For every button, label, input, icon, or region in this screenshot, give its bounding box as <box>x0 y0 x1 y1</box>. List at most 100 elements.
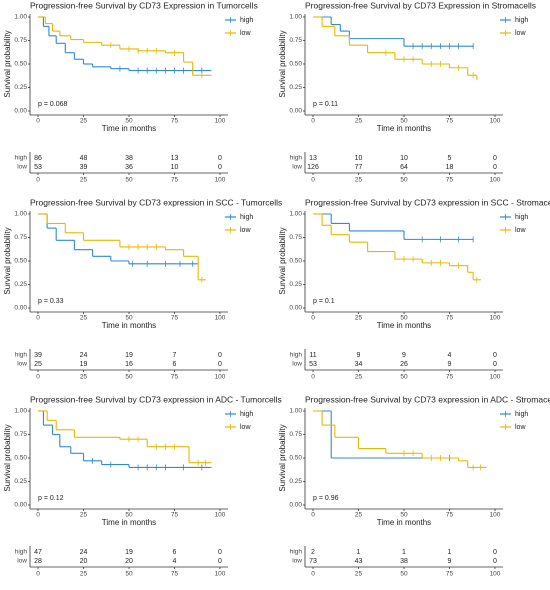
risk-count: 10 <box>171 164 179 171</box>
p-value: p = 0.96 <box>313 495 339 502</box>
risk-row-label: high <box>290 155 303 162</box>
risk-count: 0 <box>493 155 497 162</box>
x-tick-label: 75 <box>171 315 179 322</box>
risk-count: 48 <box>80 155 88 162</box>
risk-row-label: high <box>290 352 303 359</box>
p-value: p = 0.12 <box>38 495 64 502</box>
risk-count: 64 <box>400 164 408 171</box>
x-tick-label: 75 <box>446 118 454 125</box>
x-axis-label: Time in months <box>102 518 156 527</box>
risk-row-label: high <box>290 549 303 556</box>
y-axis-label: Survival probability <box>278 30 287 97</box>
y-tick-label: 0.75 <box>14 234 27 241</box>
x-tick-label: 100 <box>215 118 226 125</box>
risk-x-tick-label: 0 <box>36 177 40 184</box>
risk-x-tick-label: 75 <box>171 571 179 578</box>
x-axis-label: Time in months <box>102 124 156 133</box>
risk-count: 19 <box>125 549 133 556</box>
y-tick-label: 1.00 <box>289 211 302 218</box>
x-tick-label: 50 <box>125 512 133 519</box>
x-tick-label: 25 <box>355 512 363 519</box>
risk-x-tick-label: 75 <box>171 374 179 381</box>
risk-count: 18 <box>446 164 454 171</box>
x-tick-label: 0 <box>311 512 315 519</box>
risk-x-tick-label: 0 <box>311 177 315 184</box>
risk-count: 26 <box>400 361 408 368</box>
x-tick-label: 25 <box>355 315 363 322</box>
y-tick-label: 0.00 <box>289 305 302 312</box>
y-axis-label: Survival probability <box>3 30 12 97</box>
risk-count: 0 <box>493 352 497 359</box>
x-tick-label: 100 <box>215 512 226 519</box>
legend-label: low <box>240 227 251 234</box>
x-tick-label: 25 <box>355 118 363 125</box>
risk-count: 25 <box>34 361 42 368</box>
risk-count: 43 <box>355 558 363 565</box>
x-tick-label: 75 <box>171 118 179 125</box>
risk-count: 10 <box>400 155 408 162</box>
risk-count: 10 <box>355 155 363 162</box>
y-tick-label: 1.00 <box>14 14 27 21</box>
risk-x-tick-label: 50 <box>400 177 408 184</box>
risk-count: 53 <box>34 164 42 171</box>
risk-count: 16 <box>125 361 133 368</box>
y-tick-label: 0.50 <box>14 61 27 68</box>
y-axis-label: Survival probability <box>278 424 287 491</box>
x-tick-label: 0 <box>311 315 315 322</box>
risk-count: 0 <box>493 164 497 171</box>
x-tick-label: 0 <box>311 118 315 125</box>
risk-x-tick-label: 0 <box>311 571 315 578</box>
p-value: p = 0.1 <box>313 298 335 305</box>
risk-x-tick-label: 75 <box>446 177 454 184</box>
risk-count: 19 <box>80 361 88 368</box>
risk-count: 1 <box>448 549 452 556</box>
x-tick-label: 75 <box>171 512 179 519</box>
risk-x-tick-label: 25 <box>355 374 363 381</box>
p-value: p = 0.11 <box>313 101 338 108</box>
y-tick-label: 0.75 <box>14 431 27 438</box>
risk-row-label: high <box>15 549 28 556</box>
legend-label: high <box>240 17 253 24</box>
risk-count: 7 <box>173 352 177 359</box>
risk-x-tick-label: 100 <box>215 571 226 578</box>
risk-count: 4 <box>173 558 177 565</box>
y-tick-label: 0.50 <box>289 258 302 265</box>
risk-row-label: low <box>292 361 302 368</box>
chart-title: Progression-free Survival by CD73 Expres… <box>305 0 536 10</box>
risk-x-tick-label: 50 <box>400 374 408 381</box>
risk-count: 20 <box>80 558 88 565</box>
x-tick-label: 100 <box>490 315 501 322</box>
legend-label: high <box>240 411 253 418</box>
x-axis-label: Time in months <box>102 321 156 330</box>
risk-count: 36 <box>125 164 133 171</box>
risk-count: 9 <box>402 352 406 359</box>
y-tick-label: 0.75 <box>289 37 302 44</box>
p-value: p = 0.33 <box>38 298 64 305</box>
x-tick-label: 0 <box>36 118 40 125</box>
risk-count: 24 <box>80 549 88 556</box>
y-tick-label: 0.25 <box>14 478 27 485</box>
risk-count: 2 <box>311 549 315 556</box>
risk-x-tick-label: 100 <box>490 374 501 381</box>
risk-count: 1 <box>402 549 406 556</box>
y-tick-label: 0.00 <box>14 502 27 509</box>
risk-count: 47 <box>34 549 42 556</box>
risk-count: 19 <box>125 352 133 359</box>
risk-count: 6 <box>173 361 177 368</box>
risk-x-tick-label: 25 <box>355 177 363 184</box>
y-tick-label: 1.00 <box>14 211 27 218</box>
risk-count: 73 <box>309 558 317 565</box>
legend-label: low <box>515 227 526 234</box>
risk-count: 9 <box>448 361 452 368</box>
risk-x-tick-label: 50 <box>125 177 133 184</box>
risk-count: 24 <box>80 352 88 359</box>
y-tick-label: 0.25 <box>289 84 302 91</box>
risk-count: 0 <box>493 549 497 556</box>
legend-label: high <box>515 214 528 221</box>
chart-title: Progression-free Survival by CD73 expres… <box>305 394 550 404</box>
risk-x-tick-label: 50 <box>400 571 408 578</box>
x-tick-label: 75 <box>446 315 454 322</box>
x-axis-label: Time in months <box>377 124 431 133</box>
risk-x-tick-label: 0 <box>36 571 40 578</box>
x-tick-label: 50 <box>400 512 408 519</box>
